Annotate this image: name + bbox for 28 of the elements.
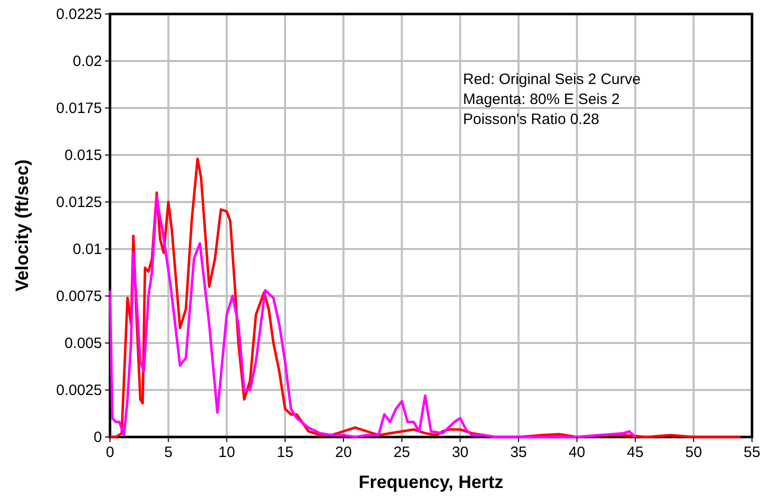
x-tick-label: 35 [510,444,527,461]
y-tick-label: 0 [94,429,102,446]
x-tick-label: 0 [106,444,114,461]
y-tick-label: 0.005 [64,335,102,352]
x-tick-label: 10 [218,444,236,461]
x-tick-label: 20 [335,444,352,461]
annotation: Red: Original Seis 2 Curve [463,71,641,88]
x-tick-label: 5 [164,444,173,461]
line-series [108,195,637,438]
x-tick-label: 15 [276,444,294,461]
annotation: Poisson's Ratio 0.28 [463,111,600,128]
x-tick-label: 40 [568,444,586,461]
x-tick-label: 25 [393,444,410,461]
x-tick-label: 50 [685,444,702,461]
annotation: Magenta: 80% E Seis 2 [463,91,620,108]
y-tick-label: 0.01 [72,241,102,258]
y-tick-label: 0.0125 [56,194,102,211]
y-tick-label: 0.02 [72,53,102,70]
x-axis-title: Frequency, Hertz [358,472,504,492]
y-tick-label: 0.015 [64,147,102,164]
y-tick-label: 0.0075 [56,288,102,305]
y-tick-label: 0.0225 [56,6,102,23]
x-tick-label: 45 [626,444,644,461]
x-tick-label: 55 [744,444,760,461]
x-tick-label: 30 [452,444,469,461]
y-tick-label: 0.0025 [56,382,102,399]
y-axis-title: Velocity (ft/sec) [12,159,32,292]
y-tick-label: 0.0175 [56,100,102,117]
